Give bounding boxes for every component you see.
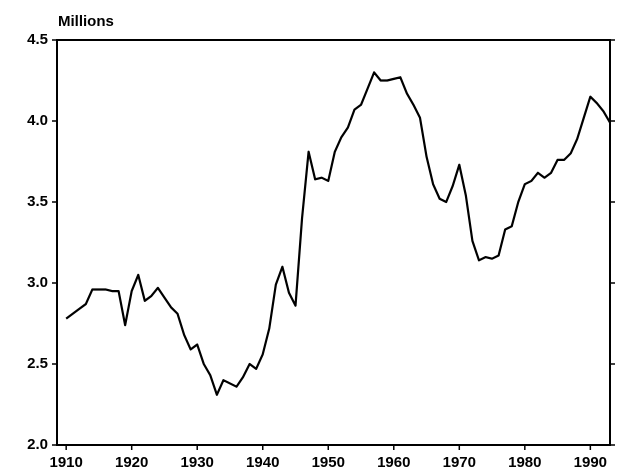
x-tick-label: 1990	[574, 454, 607, 471]
y-tick-label: 2.0	[27, 436, 48, 453]
y-tick-label: 4.0	[27, 112, 48, 129]
y-axis-unit: Millions	[58, 13, 114, 30]
x-tick-label: 1970	[443, 454, 476, 471]
x-tick-label: 1940	[246, 454, 279, 471]
y-tick-label: 3.5	[27, 193, 48, 210]
y-tick-label: 4.5	[27, 31, 48, 48]
x-tick-label: 1960	[377, 454, 410, 471]
y-tick-label: 3.0	[27, 274, 48, 291]
x-tick-label: 1930	[181, 454, 214, 471]
plot-frame	[56, 39, 611, 446]
x-tick-label: 1950	[312, 454, 345, 471]
x-tick-label: 1910	[49, 454, 82, 471]
y-tick-label: 2.5	[27, 355, 48, 372]
x-tick-label: 1980	[508, 454, 541, 471]
data-line	[65, 71, 611, 396]
x-tick-label: 1920	[115, 454, 148, 471]
